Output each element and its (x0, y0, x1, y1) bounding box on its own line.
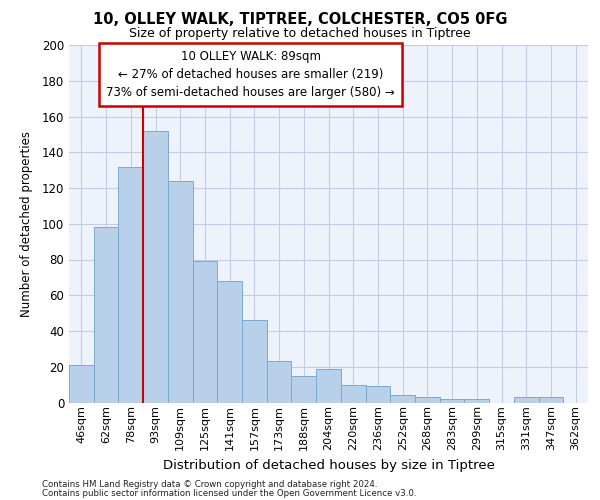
Bar (217, 281, 242, 402)
Text: 10 OLLEY WALK: 89sqm
← 27% of detached houses are smaller (219)
73% of semi-deta: 10 OLLEY WALK: 89sqm ← 27% of detached h… (106, 50, 395, 100)
Text: Size of property relative to detached houses in Tiptree: Size of property relative to detached ho… (129, 28, 471, 40)
Y-axis label: Number of detached properties: Number of detached properties (20, 130, 34, 317)
Bar (539, 397, 563, 402)
Bar (341, 384, 365, 402)
Text: 10, OLLEY WALK, TIPTREE, COLCHESTER, CO5 0FG: 10, OLLEY WALK, TIPTREE, COLCHESTER, CO5… (93, 12, 507, 28)
Bar (292, 376, 316, 402)
Bar (69, 365, 94, 403)
Bar (464, 399, 489, 402)
Bar (118, 166, 143, 402)
Bar (168, 181, 193, 402)
Bar (440, 399, 464, 402)
Bar (143, 131, 168, 402)
Bar (94, 228, 118, 402)
Bar (242, 320, 267, 402)
Bar (415, 397, 440, 402)
Bar (365, 386, 390, 402)
X-axis label: Distribution of detached houses by size in Tiptree: Distribution of detached houses by size … (163, 458, 494, 471)
Bar (267, 362, 292, 403)
Text: Contains public sector information licensed under the Open Government Licence v3: Contains public sector information licen… (42, 489, 416, 498)
Text: Contains HM Land Registry data © Crown copyright and database right 2024.: Contains HM Land Registry data © Crown c… (42, 480, 377, 489)
Bar (193, 262, 217, 402)
Bar (390, 396, 415, 402)
Bar (316, 368, 341, 402)
Bar (514, 397, 539, 402)
